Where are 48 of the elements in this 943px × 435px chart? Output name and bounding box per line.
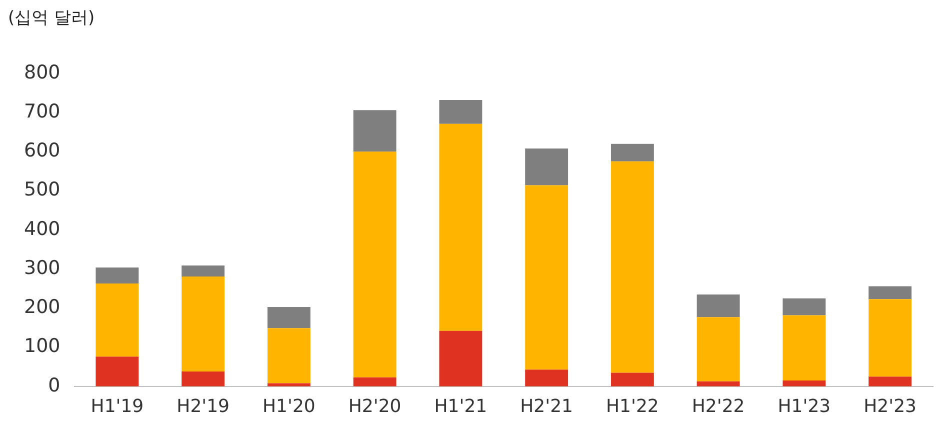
bar — [353, 152, 396, 378]
bar — [868, 376, 912, 386]
y-axis-title: (십억 달러) — [8, 7, 95, 29]
x-tick-label: H2'21 — [520, 396, 573, 417]
x-tick-label: H1'23 — [778, 396, 831, 417]
y-tick-label: 300 — [24, 256, 60, 279]
bar — [782, 380, 826, 386]
bar — [782, 298, 826, 316]
bar — [439, 100, 482, 124]
y-tick-label: 100 — [24, 335, 60, 358]
bar — [439, 124, 482, 331]
x-tick-label: H1'20 — [262, 396, 316, 417]
y-tick-label: 600 — [24, 140, 60, 162]
bar — [267, 328, 310, 384]
x-tick-label: H1'21 — [434, 396, 488, 417]
bar — [182, 266, 225, 276]
bar — [610, 161, 654, 373]
x-tick-label: H2'22 — [692, 396, 745, 417]
bar — [353, 377, 396, 386]
bar — [182, 276, 225, 372]
bar — [439, 330, 482, 386]
bar — [96, 356, 139, 386]
bar — [782, 315, 826, 381]
bar — [610, 144, 654, 162]
bar — [868, 299, 912, 377]
bar — [696, 294, 740, 318]
y-tick-label: 0 — [48, 374, 60, 396]
x-tick-label: H2'23 — [864, 396, 916, 417]
bar — [525, 148, 568, 186]
bar — [96, 284, 139, 357]
x-tick-label: H2'19 — [176, 396, 230, 417]
bar — [96, 267, 139, 284]
bar — [182, 372, 225, 386]
bar — [610, 372, 654, 386]
x-tick-label: H1'22 — [606, 396, 659, 417]
y-tick-label: 200 — [24, 296, 60, 318]
bar — [868, 286, 912, 300]
y-tick-label: 500 — [24, 178, 60, 201]
x-tick-label: H2'20 — [348, 396, 402, 417]
y-tick-label: 700 — [24, 100, 60, 122]
bar — [525, 185, 568, 370]
bar — [525, 370, 568, 386]
y-tick-label: 400 — [24, 218, 60, 240]
y-tick-label: 800 — [24, 61, 60, 84]
x-tick-label: H1'19 — [90, 396, 144, 417]
bar — [353, 110, 396, 152]
bar — [696, 317, 740, 382]
bar — [267, 306, 310, 328]
